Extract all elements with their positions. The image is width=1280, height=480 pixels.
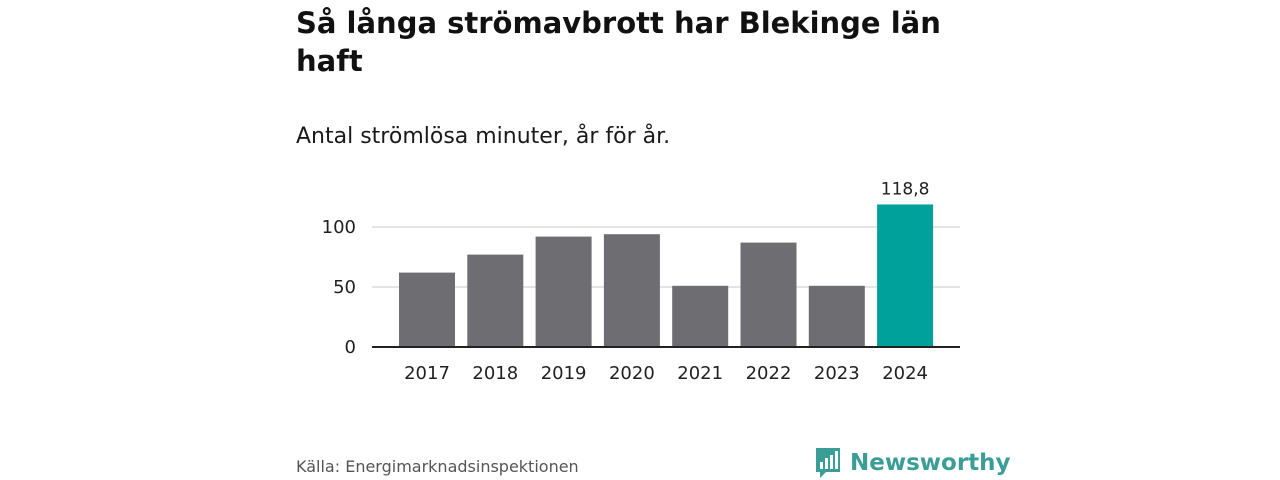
x-tick-label-2020: 2020 — [609, 363, 655, 384]
x-tick-label-2017: 2017 — [404, 363, 450, 384]
x-tick-label-2019: 2019 — [541, 363, 587, 384]
gridlines — [372, 226, 960, 288]
bar-2019 — [535, 236, 592, 347]
data-label-2024: 118,8 — [881, 179, 930, 199]
y-axis-ticks: 0 50 100 — [322, 217, 356, 358]
x-tick-label-2021: 2021 — [677, 363, 723, 384]
y-tick-label-50: 50 — [333, 277, 356, 298]
brand-logo: Newsworthy — [814, 446, 1011, 480]
x-tick-label-2024: 2024 — [882, 363, 928, 384]
bars — [399, 204, 934, 347]
bar-2018 — [467, 254, 524, 347]
data-labels: 118,8 — [881, 179, 930, 199]
y-tick-label-0: 0 — [345, 337, 356, 358]
x-tick-label-2022: 2022 — [746, 363, 792, 384]
chart-title: Så långa strömavbrott har Blekinge län h… — [296, 6, 941, 78]
x-axis-ticks: 2017 2018 2019 2020 2021 2022 2023 2024 — [404, 363, 928, 384]
source-label: Källa: — [296, 457, 341, 476]
x-tick-label-2023: 2023 — [814, 363, 860, 384]
bar-2024 — [877, 204, 934, 347]
chart-subtitle: Antal strömlösa minuter, år för år. — [296, 124, 671, 149]
bar-2020 — [603, 234, 660, 347]
x-tick-label-2018: 2018 — [472, 363, 518, 384]
source-note: Källa: Energimarknadsinspektionen — [296, 456, 579, 478]
brand-name: Newsworthy — [850, 450, 1011, 476]
bar-2017 — [399, 272, 455, 347]
y-tick-label-100: 100 — [322, 217, 356, 238]
bar-2021 — [672, 285, 729, 347]
bar-2022 — [740, 242, 797, 347]
bar-2023 — [808, 285, 865, 347]
source-value: Energimarknadsinspektionen — [345, 457, 579, 476]
bar-chart-speech-bubble-icon — [816, 448, 840, 478]
